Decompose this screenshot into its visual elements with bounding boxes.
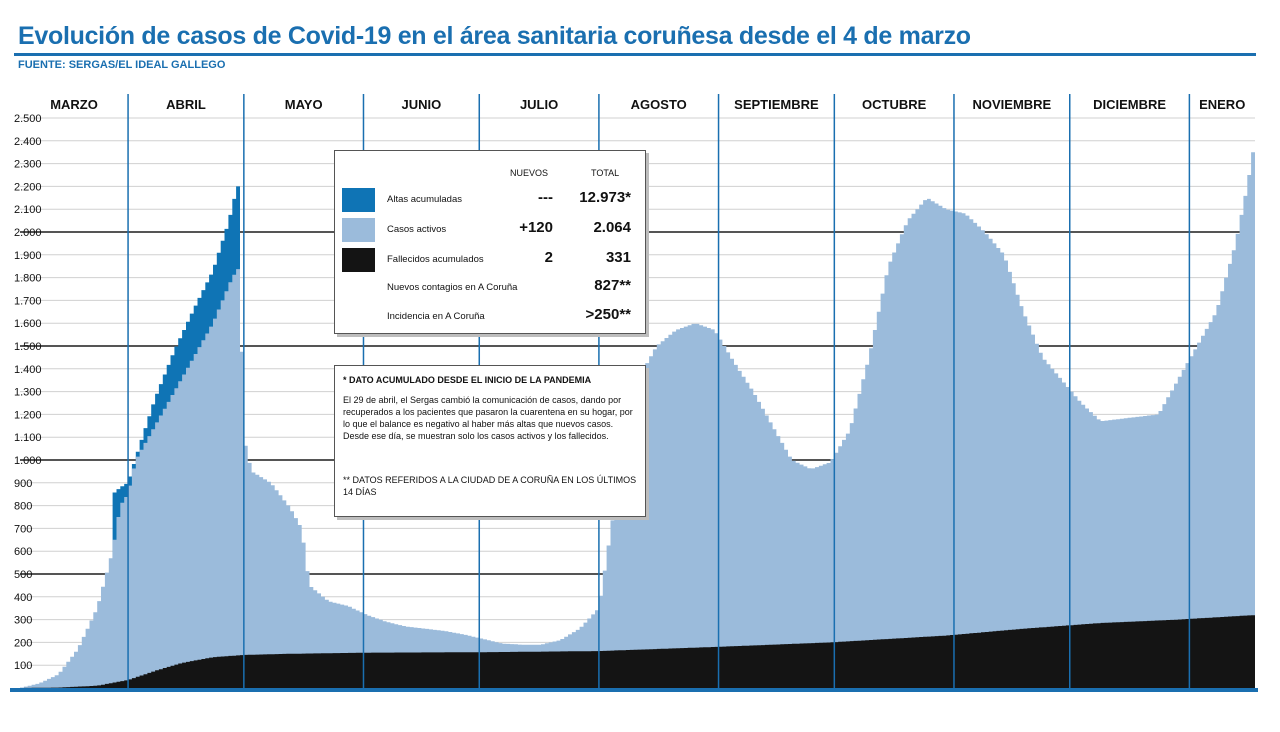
legend-header-total: TOTAL xyxy=(591,168,620,178)
legend-label: Casos activos xyxy=(387,224,447,235)
y-tick-label: 1.000 xyxy=(14,455,42,467)
series-fallecidos-area xyxy=(20,615,1255,688)
y-tick-label: 200 xyxy=(14,637,32,649)
legend-swatch-fallecidos xyxy=(342,248,375,272)
legend-total: 827** xyxy=(594,277,631,294)
month-label: ABRIL xyxy=(166,97,206,112)
y-tick-label: 2.200 xyxy=(14,181,42,193)
chart-title: Evolución de casos de Covid-19 en el áre… xyxy=(18,22,971,50)
legend-swatch-activos xyxy=(342,218,375,242)
y-tick-label: 500 xyxy=(14,569,32,581)
legend-row-activos: Casos activos +120 2.064 xyxy=(335,217,645,243)
month-label: DICIEMBRE xyxy=(1093,97,1166,112)
y-tick-label: 1.900 xyxy=(14,250,42,262)
note-footnote: ** DATOS REFERIDOS A LA CIUDAD DE A CORU… xyxy=(343,475,637,497)
month-label: AGOSTO xyxy=(631,97,687,112)
y-tick-label: 2.400 xyxy=(14,136,42,148)
legend-box: NUEVOS TOTAL Altas acumuladas --- 12.973… xyxy=(334,150,646,334)
chart-source: FUENTE: SERGAS/EL IDEAL GALLEGO xyxy=(18,59,226,71)
legend-label: Altas acumuladas xyxy=(387,194,462,205)
legend-label: Fallecidos acumulados xyxy=(387,254,484,265)
title-rule xyxy=(14,53,1256,56)
y-tick-label: 2.500 xyxy=(14,113,42,125)
month-label: SEPTIEMBRE xyxy=(734,97,819,112)
y-tick-label: 800 xyxy=(14,501,32,513)
y-tick-label: 100 xyxy=(14,660,32,672)
y-tick-label: 400 xyxy=(14,592,32,604)
month-label: JULIO xyxy=(520,97,558,112)
y-tick-label: 1.100 xyxy=(14,432,42,444)
legend-swatch-altas xyxy=(342,188,375,212)
legend-total: 331 xyxy=(605,249,631,266)
month-label: ENERO xyxy=(1199,97,1245,112)
month-label: MARZO xyxy=(50,97,98,112)
legend-header-nuevos: NUEVOS xyxy=(510,168,549,178)
legend-row-incidencia: Incidencia en A Coruña >250** xyxy=(335,304,645,330)
notes-box: * DATO ACUMULADO DESDE EL INICIO DE LA P… xyxy=(334,365,646,517)
month-label: JUNIO xyxy=(402,97,442,112)
y-tick-label: 1.200 xyxy=(14,409,42,421)
legend-nuevos: 2 xyxy=(544,249,553,266)
y-tick-label: 300 xyxy=(14,615,32,627)
x-axis-baseline xyxy=(10,688,1258,692)
month-label: MAYO xyxy=(285,97,323,112)
y-tick-label: 700 xyxy=(14,523,32,535)
legend-total: >250** xyxy=(585,306,631,323)
note-title: * DATO ACUMULADO DESDE EL INICIO DE LA P… xyxy=(343,375,592,385)
legend-row-altas: Altas acumuladas --- 12.973* xyxy=(335,187,645,213)
y-tick-label: 1.600 xyxy=(14,318,42,330)
y-tick-label: 1.400 xyxy=(14,364,42,376)
y-tick-label: 1.700 xyxy=(14,295,42,307)
y-tick-label: 1.300 xyxy=(14,387,42,399)
y-tick-label: 2.000 xyxy=(14,227,42,239)
note-body: El 29 de abril, el Sergas cambió la comu… xyxy=(343,395,633,441)
legend-label: Nuevos contagios en A Coruña xyxy=(387,282,518,293)
legend-total: 12.973* xyxy=(579,189,631,206)
y-tick-label: 900 xyxy=(14,478,32,490)
legend-nuevos: --- xyxy=(538,189,553,206)
legend-nuevos: +120 xyxy=(519,219,553,236)
month-label: NOVIEMBRE xyxy=(972,97,1051,112)
legend-total: 2.064 xyxy=(593,219,631,236)
legend-row-fallecidos: Fallecidos acumulados 2 331 xyxy=(335,247,645,273)
legend-row-contagios: Nuevos contagios en A Coruña 827** xyxy=(335,275,645,301)
y-tick-label: 600 xyxy=(14,546,32,558)
y-tick-label: 1.800 xyxy=(14,273,42,285)
y-tick-label: 2.100 xyxy=(14,204,42,216)
month-label: OCTUBRE xyxy=(862,97,927,112)
y-axis: 100 200 300 400 500 600 700 800 900 1.000 1.100 1.2… xyxy=(14,113,42,672)
y-tick-label: 1.500 xyxy=(14,341,42,353)
y-tick-label: 2.300 xyxy=(14,159,42,171)
legend-label: Incidencia en A Coruña xyxy=(387,311,485,322)
